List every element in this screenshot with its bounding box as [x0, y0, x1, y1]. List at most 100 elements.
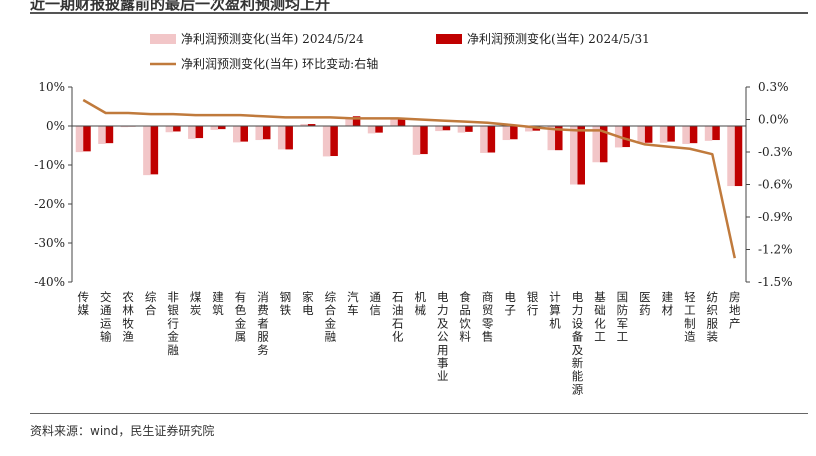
bar-531 [712, 126, 720, 141]
category-label-char: 房 [729, 290, 741, 304]
left-tick-label: -30% [34, 236, 65, 250]
category-label: 银行 [527, 290, 539, 317]
category-label-char: 国 [617, 290, 629, 304]
category-label: 电子 [504, 290, 516, 317]
category-label: 食品饮料 [459, 290, 471, 344]
category-label: 钢铁 [280, 290, 292, 317]
category-label-char: 贸 [482, 303, 494, 317]
category-label-char: 银 [167, 303, 179, 317]
category-label-char: 用 [437, 343, 449, 357]
category-label-char: 业 [437, 369, 449, 383]
category-label-char: 信 [370, 303, 382, 317]
bar-531 [307, 124, 316, 126]
category-label-char: 军 [617, 316, 629, 330]
category-label: 机械 [414, 290, 426, 317]
category-label-char: 机 [549, 316, 561, 330]
bar-524 [682, 126, 690, 144]
category-label-char: 媒 [77, 303, 89, 317]
category-label-char: 工 [594, 330, 606, 344]
category-label-char: 础 [594, 303, 606, 317]
category-label: 综合金融 [325, 290, 337, 344]
category-label-char: 工 [617, 330, 629, 344]
source-rule [30, 413, 808, 414]
source-note: 资料来源：wind，民生证券研究院 [30, 424, 215, 438]
bar-531 [465, 126, 473, 132]
category-label-char: 合 [325, 303, 337, 317]
right-tick-label: -1.2% [758, 243, 793, 257]
category-label-char: 药 [639, 303, 651, 317]
category-label-char: 能 [572, 369, 584, 383]
category-label-char: 电 [437, 290, 449, 304]
category-label-char: 融 [325, 330, 337, 344]
bar-531 [577, 126, 585, 185]
category-label-char: 装 [707, 330, 719, 344]
left-tick-label: 0% [46, 119, 65, 133]
category-label-char: 力 [437, 303, 449, 317]
bar-524 [659, 126, 668, 143]
category-label-char: 钢 [280, 290, 292, 304]
category-label: 建筑 [212, 290, 224, 317]
category-label-char: 家 [302, 290, 314, 304]
bar-524 [390, 118, 398, 126]
bar-531 [173, 126, 181, 132]
bar-524 [547, 126, 556, 151]
category-label: 传媒 [77, 290, 89, 317]
bar-531 [487, 126, 496, 153]
category-label-char: 非 [167, 290, 179, 304]
category-label-char: 石 [392, 316, 404, 330]
category-label-char: 计 [549, 290, 561, 304]
category-label-char: 建 [212, 290, 224, 304]
category-label: 基础化工 [594, 290, 606, 344]
bar-531 [105, 126, 114, 144]
category-label-char: 通 [100, 303, 112, 317]
right-tick-label: -0.6% [758, 178, 793, 192]
category-label-char: 备 [572, 330, 584, 344]
category-label-char: 运 [100, 316, 112, 330]
category-label: 国防军工 [617, 290, 629, 344]
category-label-char: 防 [617, 303, 629, 317]
category-label-char: 械 [414, 303, 426, 317]
category-label-char: 渔 [122, 330, 134, 344]
category-label-char: 行 [527, 303, 539, 317]
bar-531 [262, 126, 271, 140]
bar-531 [599, 126, 608, 163]
category-label-char: 公 [437, 330, 449, 344]
category-label-char: 银 [527, 290, 539, 304]
category-label-char: 油 [392, 303, 404, 317]
bar-524 [637, 126, 645, 144]
category-label-char: 设 [572, 316, 584, 330]
category-label-char: 料 [459, 330, 471, 344]
category-label-char: 售 [482, 330, 494, 344]
category-label-char: 纺 [707, 290, 719, 304]
bar-524 [277, 126, 286, 150]
legend-swatch-524 [150, 34, 176, 44]
category-label: 通信 [370, 290, 382, 317]
category-label-char: 费 [257, 303, 269, 317]
category-label-char: 交 [100, 290, 112, 304]
category-label: 房地产 [729, 290, 741, 330]
right-tick-label: 0.0% [758, 113, 789, 127]
category-label-char: 炭 [190, 303, 202, 317]
bar-524 [255, 126, 263, 141]
bar-531 [644, 126, 653, 143]
category-label-char: 商 [482, 290, 494, 304]
bar-531 [689, 126, 698, 144]
bar-531 [397, 118, 406, 126]
category-label: 非银行金融 [167, 290, 179, 357]
category-label-char: 通 [370, 290, 382, 304]
bar-524 [345, 117, 353, 126]
category-label-char: 服 [707, 316, 719, 330]
legend-label-531: 净利润预测变化(当年) 2024/5/31 [467, 31, 650, 46]
category-label-char: 及 [572, 343, 584, 357]
category-label-char: 建 [662, 290, 674, 304]
category-label-char: 及 [437, 316, 449, 330]
right-axis-ticks: 0.3% 0.0% -0.3% -0.6% -0.9% -1.2% -1.5% [746, 80, 793, 289]
bar-524 [704, 126, 713, 141]
category-label-char: 金 [235, 316, 247, 330]
bar-524 [98, 126, 106, 144]
category-label: 交通运输 [100, 290, 112, 344]
category-label-char: 务 [257, 343, 269, 357]
bar-531 [285, 126, 293, 150]
line-series-change [82, 98, 736, 259]
